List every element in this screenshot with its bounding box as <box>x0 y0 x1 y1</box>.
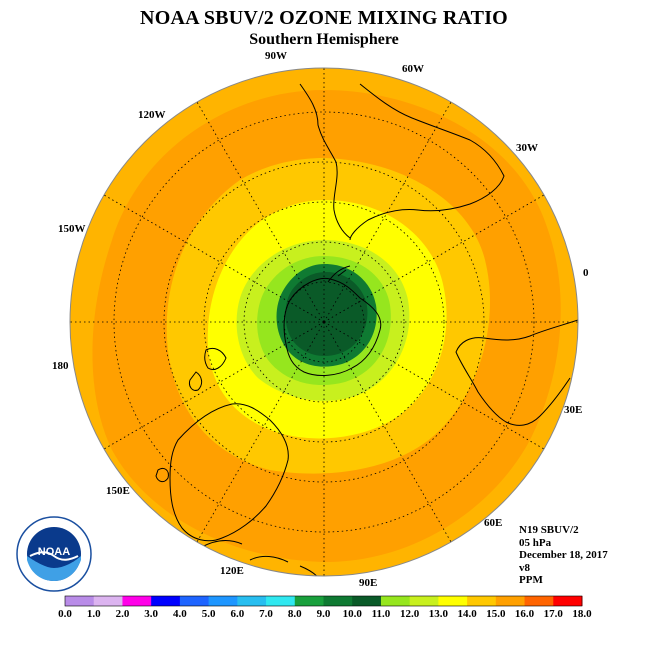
colorbar-swatch <box>237 596 267 606</box>
colorbar-swatch <box>323 596 353 606</box>
info-level: 05 hPa <box>519 536 552 549</box>
lon-label-150e: 150E <box>106 485 130 497</box>
colorbar-tick-label: 17.0 <box>543 608 563 620</box>
lon-label-120w: 120W <box>138 109 166 121</box>
colorbar-tick-label: 13.0 <box>428 608 448 620</box>
colorbar-swatch <box>208 596 238 606</box>
colorbar-tick-label: 7.0 <box>259 608 273 620</box>
lon-label-30e: 30E <box>564 404 583 416</box>
colorbar-tick-label: 12.0 <box>400 608 420 620</box>
lon-label-90e: 90E <box>359 577 378 589</box>
info-satellite: N19 SBUV/2 <box>519 524 579 536</box>
colorbar-swatch <box>93 596 123 606</box>
colorbar-tick-label: 1.0 <box>86 608 101 620</box>
colorbar-swatch <box>495 596 526 606</box>
colorbar-tick-label: 8.0 <box>287 608 302 620</box>
colorbar-tick-label: 15.0 <box>486 608 506 620</box>
info-block: N19 SBUV/2 05 hPa December 18, 2017 v8 P… <box>519 524 608 587</box>
lon-label-60w: 60W <box>402 63 424 75</box>
latitude-circles <box>113 111 535 533</box>
colorbar-tick-label: 9.0 <box>316 608 331 620</box>
colorbar-tick-label: 11.0 <box>371 608 391 620</box>
colorbar-swatch <box>467 596 497 606</box>
meridians <box>70 68 578 576</box>
lon-label-90w: 90W <box>265 50 287 62</box>
colorbar-tick-label: 4.0 <box>173 608 187 620</box>
map-subtitle: Southern Hemisphere <box>249 31 399 48</box>
info-version: v8 <box>519 561 530 574</box>
coastlines <box>155 83 578 576</box>
band-deepgreen <box>285 272 368 356</box>
colorbar-swatch <box>524 596 554 606</box>
colorbar-tick-label: 2.0 <box>115 608 130 620</box>
colorbar-swatch <box>151 596 181 606</box>
lon-label-120e: 120E <box>220 565 244 577</box>
colorbar-tick-label: 0.0 <box>58 608 72 620</box>
colorbar-tick-label: 16.0 <box>514 608 535 620</box>
map-border <box>69 67 579 577</box>
lon-label-30w: 30W <box>516 142 538 154</box>
lon-label-0: 0 <box>583 267 589 279</box>
colorbar-swatch <box>438 596 468 606</box>
colorbar-swatch <box>266 596 296 606</box>
colorbar-swatch <box>352 596 382 606</box>
info-date: December 18, 2017 <box>519 549 608 561</box>
colorbar-swatch <box>294 596 324 606</box>
map-title: NOAA SBUV/2 OZONE MIXING RATIO <box>140 7 508 29</box>
colorbar-tick-label: 14.0 <box>457 608 477 620</box>
colorbar-tick-label: 3.0 <box>144 608 159 620</box>
colorbar <box>64 595 583 607</box>
colorbar-border <box>64 595 583 607</box>
lon-label-180: 180 <box>52 360 69 372</box>
colorbar-swatch <box>122 596 152 606</box>
info-units: PPM <box>519 574 543 586</box>
colorbar-swatch <box>553 596 583 606</box>
colorbar-swatch <box>380 596 411 606</box>
lon-label-150w: 150W <box>58 223 86 235</box>
colorbar-tick-label: 6.0 <box>230 608 245 620</box>
colorbar-tick-label: 5.0 <box>201 608 216 620</box>
noaa-logo-text: NOAA <box>38 546 70 558</box>
lon-label-60e: 60E <box>484 517 503 529</box>
colorbar-swatch <box>409 596 439 606</box>
colorbar-tick-label: 10.0 <box>342 608 362 620</box>
pole-marker <box>322 320 326 324</box>
colorbar-swatch <box>65 596 95 606</box>
noaa-logo: NOAA <box>16 516 92 592</box>
colorbar-swatch <box>179 596 210 606</box>
colorbar-tick-label: 18.0 <box>572 608 592 620</box>
